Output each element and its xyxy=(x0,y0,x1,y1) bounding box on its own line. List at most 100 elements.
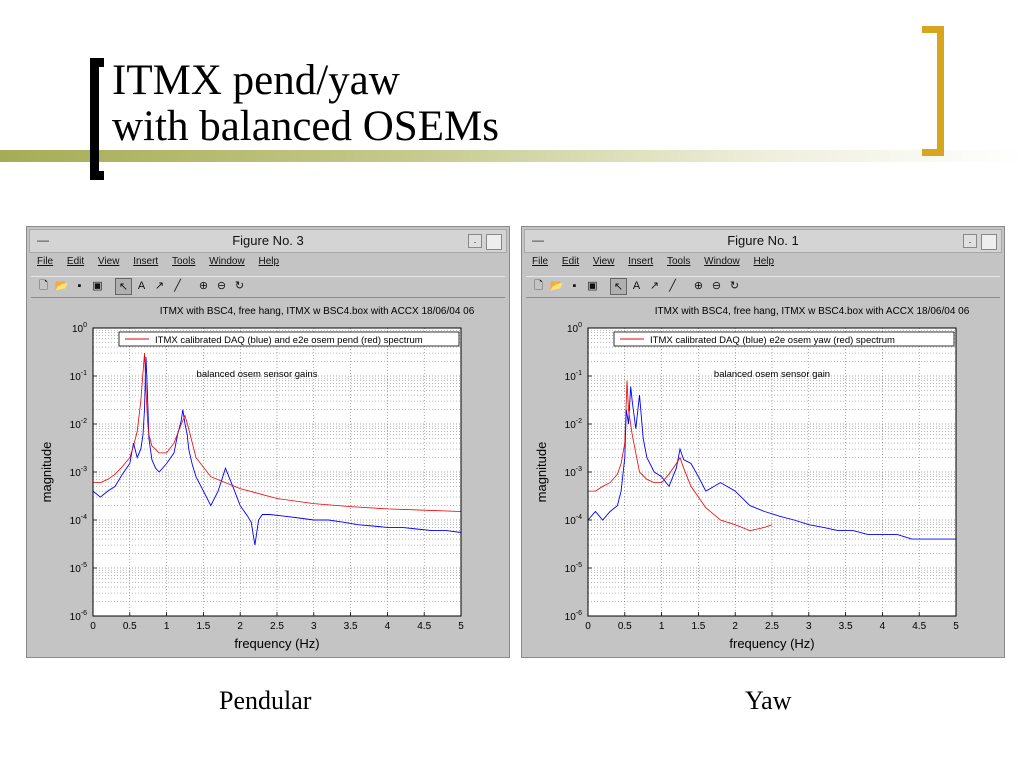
new-file-icon[interactable]: 🗋 xyxy=(534,280,543,292)
x-tick-label: 2 xyxy=(237,621,243,632)
window-title: Figure No. 1 xyxy=(727,233,799,248)
zoom-out-icon[interactable]: ⊖ xyxy=(711,280,722,292)
print-icon[interactable]: ▣ xyxy=(587,280,598,292)
series-line-measured xyxy=(92,356,462,546)
legend-box xyxy=(118,331,460,347)
x-tick-label: 1.5 xyxy=(196,621,210,632)
x-tick-label: 4 xyxy=(385,621,391,632)
y-tick-label: 10-5 xyxy=(565,562,582,575)
plot-annotation: balanced osem sensor gains xyxy=(197,369,318,380)
menu-view[interactable]: View xyxy=(97,256,120,267)
title-rule xyxy=(0,150,1024,162)
y-tick-label: 10-4 xyxy=(565,514,582,527)
plot-annotation: balanced osem sensor gain xyxy=(714,369,830,380)
legend-box xyxy=(613,331,955,347)
menu-edit[interactable]: Edit xyxy=(66,256,85,267)
menu-tools[interactable]: Tools xyxy=(172,256,196,267)
menu-insert[interactable]: Insert xyxy=(628,256,654,267)
open-folder-icon[interactable]: 📂 xyxy=(54,280,69,292)
y-tick-label: 10-1 xyxy=(70,370,87,383)
x-tick-label: 1.5 xyxy=(691,621,705,632)
menu-window[interactable]: Window xyxy=(704,256,740,267)
x-tick-label: 0 xyxy=(585,621,591,632)
y-tick-label: 10-1 xyxy=(565,370,582,383)
open-folder-icon[interactable]: 📂 xyxy=(549,280,564,292)
text-icon[interactable]: A xyxy=(137,280,146,292)
line-arrow-icon[interactable]: ↗ xyxy=(154,280,165,292)
x-tick-label: 0.5 xyxy=(618,621,632,632)
rotate-icon[interactable]: ↻ xyxy=(234,280,245,292)
x-tick-label: 0.5 xyxy=(123,621,137,632)
slide-title-line-1: ITMX pend/yaw xyxy=(112,57,400,104)
maximize-icon[interactable] xyxy=(981,234,997,250)
x-tick-label: 5 xyxy=(458,621,464,632)
menu-file[interactable]: File xyxy=(37,256,54,267)
menu-help[interactable]: Help xyxy=(753,256,775,267)
x-axis-label: frequency (Hz) xyxy=(234,636,319,651)
plot-area: 0 0.5 1 1.5 2 2.5 3 3.5 4 4.5 5 100 10-1 10-2 10-3 10-4… xyxy=(534,306,970,651)
line-icon[interactable]: ╱ xyxy=(669,280,676,292)
toolbar: 🗋 📂 ▪ ▣ ↖ A ↗ ╱ ⊕ ⊖ ↻ xyxy=(526,276,1000,298)
y-tick-label: 10-2 xyxy=(70,418,87,431)
figure-window-pendular: — Figure No. 3 · File Edit View Insert T… xyxy=(26,226,510,658)
window-titlebar[interactable]: — Figure No. 3 · xyxy=(29,229,507,253)
x-tick-label: 3 xyxy=(311,621,317,632)
slide-title: ITMX pend/yaw with balanced OSEMs xyxy=(112,58,499,150)
x-tick-label: 3 xyxy=(806,621,812,632)
y-tick-label: 10-2 xyxy=(565,418,582,431)
minimize-icon[interactable]: · xyxy=(468,234,482,248)
axes-frame xyxy=(92,327,462,617)
x-tick-label: 4.5 xyxy=(912,621,926,632)
menu-help[interactable]: Help xyxy=(258,256,280,267)
line-arrow-icon[interactable]: ↗ xyxy=(649,280,660,292)
text-icon[interactable]: A xyxy=(632,280,641,292)
y-tick-label: 10-6 xyxy=(70,610,87,623)
x-axis-label: frequency (Hz) xyxy=(729,636,814,651)
x-tick-label: 1 xyxy=(164,621,170,632)
plot-title: ITMX with BSC4, free hang, ITMX w BSC4.b… xyxy=(160,306,475,317)
arrow-icon[interactable]: ↖ xyxy=(115,278,132,295)
plot-area: 0 0.5 1 1.5 2 2.5 3 3.5 4 4.5 5 100 10-1 10-2 10-3 10-4… xyxy=(39,306,475,651)
rotate-icon[interactable]: ↻ xyxy=(729,280,740,292)
y-tick-label: 10-3 xyxy=(70,466,87,479)
menu-tools[interactable]: Tools xyxy=(667,256,691,267)
save-icon[interactable]: ▪ xyxy=(572,280,577,292)
print-icon[interactable]: ▣ xyxy=(92,280,103,292)
menu-window[interactable]: Window xyxy=(209,256,245,267)
arrow-icon[interactable]: ↖ xyxy=(610,278,627,295)
y-tick-label: 10-6 xyxy=(565,610,582,623)
menu-edit[interactable]: Edit xyxy=(561,256,580,267)
line-icon[interactable]: ╱ xyxy=(174,280,181,292)
toolbar: 🗋 📂 ▪ ▣ ↖ A ↗ ╱ ⊕ ⊖ ↻ xyxy=(31,276,505,298)
menu-view[interactable]: View xyxy=(592,256,615,267)
right-bracket-decoration xyxy=(922,26,944,156)
save-icon[interactable]: ▪ xyxy=(77,280,82,292)
menubar: File Edit View Insert Tools Window Help xyxy=(31,256,505,274)
menu-insert[interactable]: Insert xyxy=(133,256,159,267)
menu-file[interactable]: File xyxy=(532,256,549,267)
x-tick-label: 3.5 xyxy=(839,621,853,632)
x-tick-label: 2.5 xyxy=(270,621,284,632)
y-tick-label: 10-3 xyxy=(565,466,582,479)
zoom-out-icon[interactable]: ⊖ xyxy=(216,280,227,292)
zoom-in-icon[interactable]: ⊕ xyxy=(693,280,704,292)
x-tick-label: 0 xyxy=(90,621,96,632)
x-tick-label: 4 xyxy=(880,621,886,632)
minimize-icon[interactable]: · xyxy=(963,234,977,248)
x-tick-label: 5 xyxy=(953,621,959,632)
window-titlebar[interactable]: — Figure No. 1 · xyxy=(524,229,1002,253)
maximize-icon[interactable] xyxy=(486,234,502,250)
window-menu-icon[interactable]: — xyxy=(532,233,544,247)
x-tick-label: 3.5 xyxy=(344,621,358,632)
window-menu-icon[interactable]: — xyxy=(37,233,49,247)
y-tick-label: 100 xyxy=(567,322,582,335)
zoom-in-icon[interactable]: ⊕ xyxy=(198,280,209,292)
slide-title-line-2: with balanced OSEMs xyxy=(112,103,499,150)
window-title: Figure No. 3 xyxy=(232,233,304,248)
legend-label: ITMX calibrated DAQ (blue) e2e osem yaw … xyxy=(650,335,895,346)
new-file-icon[interactable]: 🗋 xyxy=(39,280,48,292)
series-line-model xyxy=(588,380,773,532)
axes-frame xyxy=(587,327,957,617)
series-line-model xyxy=(93,353,462,512)
y-tick-label: 10-5 xyxy=(70,562,87,575)
